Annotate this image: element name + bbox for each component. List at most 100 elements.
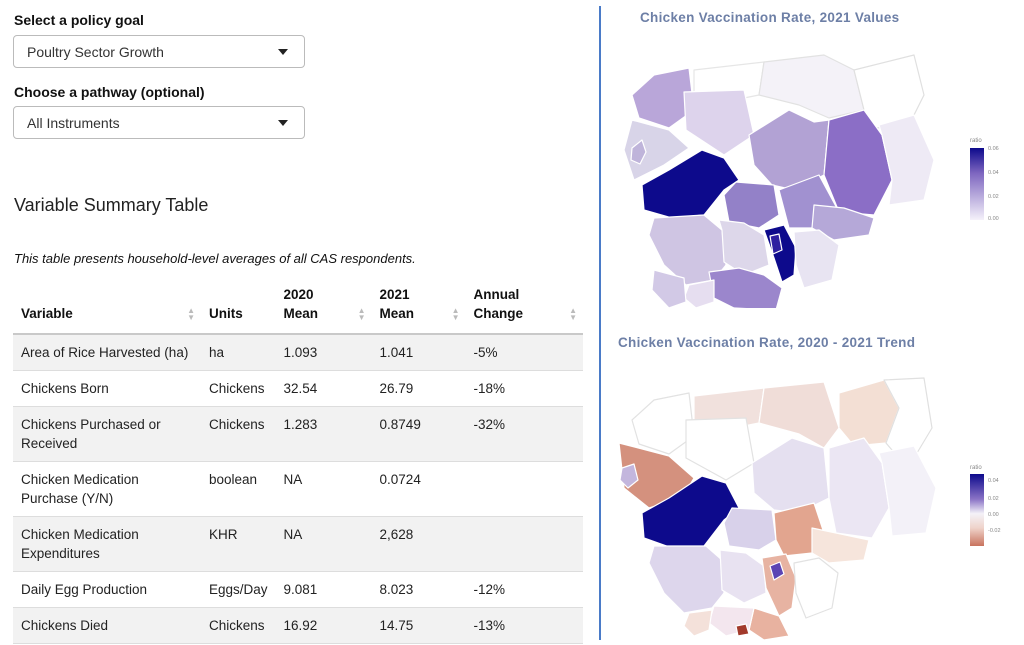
map2-region xyxy=(683,609,713,637)
map1-region xyxy=(651,269,687,308)
map1-region xyxy=(793,229,840,289)
sort-icon: ▲ ▼ xyxy=(569,306,577,322)
map2-title: Chicken Vaccination Rate, 2020 - 2021 Tr… xyxy=(618,335,916,350)
map1-region xyxy=(758,54,865,119)
table-caption: This table presents household-level aver… xyxy=(14,251,416,266)
map1-region xyxy=(641,149,740,219)
map1-tick: 0.04 xyxy=(988,170,999,176)
table-cell: -12% xyxy=(465,571,583,608)
table-cell: 1.093 xyxy=(275,334,372,371)
table-cell: 9.081 xyxy=(275,571,372,608)
map1-colorbar-label: ratio xyxy=(970,138,982,144)
policy-goal-value: Poultry Sector Growth xyxy=(27,44,164,60)
table-cell: Chickens Born xyxy=(13,370,201,407)
table-cell: Chickens xyxy=(201,370,276,407)
table-cell: Chicken Medication Purchase (Y/N) xyxy=(13,461,201,517)
table-cell: 14.75 xyxy=(371,607,466,644)
map2-region xyxy=(811,527,870,564)
table-row: Daily Egg Production Eggs/Day 9.081 8.023 -1… xyxy=(13,571,583,608)
map1-region xyxy=(769,233,783,255)
table-row: Chickens Purchased or Received Chickens 1.… xyxy=(13,406,583,462)
column-header-annual-change[interactable]: Annual Change ▲ ▼ xyxy=(473,287,577,322)
map2-region xyxy=(619,463,639,489)
map2-region xyxy=(631,392,695,455)
map1-region xyxy=(623,119,690,181)
variable-summary-table: Variable ▲ ▼ Units 2020 Mean ▲ ▼ 2021 Mean… xyxy=(13,281,583,644)
map2-region xyxy=(758,381,840,449)
table-cell: NA xyxy=(275,516,372,572)
table-cell: Chickens Purchased or Received xyxy=(13,406,201,462)
right-panel: Chicken Vaccination Rate, 2021 Values xyxy=(602,0,1024,645)
panel-divider xyxy=(599,6,601,640)
map2-region xyxy=(719,549,767,604)
column-header-2021-mean[interactable]: 2021 Mean ▲ ▼ xyxy=(379,287,460,322)
table-cell: Chickens xyxy=(201,406,276,462)
map1-region xyxy=(718,219,770,276)
map2-tick: -0.02 xyxy=(988,528,1001,534)
pathway-value: All Instruments xyxy=(27,115,120,131)
table-cell xyxy=(465,516,583,572)
table-cell xyxy=(465,461,583,517)
table-cell: 1.041 xyxy=(371,334,466,371)
table-cell: 16.92 xyxy=(275,607,372,644)
table-cell: Chicken Medication Expenditures xyxy=(13,516,201,572)
table-cell: -18% xyxy=(465,370,583,407)
table-cell: Chickens Died xyxy=(13,607,201,644)
sort-icon: ▲ ▼ xyxy=(187,306,195,322)
map2-region xyxy=(735,623,750,637)
column-header-2020-mean[interactable]: 2020 Mean ▲ ▼ xyxy=(283,287,366,322)
map2-region xyxy=(828,437,890,539)
map1-tick: 0.02 xyxy=(988,194,999,200)
table-header-row: Variable ▲ ▼ Units 2020 Mean ▲ ▼ 2021 Mean… xyxy=(13,281,583,334)
chevron-down-icon xyxy=(278,49,288,55)
pathway-select[interactable]: All Instruments xyxy=(13,106,305,139)
left-panel: Select a policy goal Poultry Sector Grow… xyxy=(13,12,583,644)
map1-region xyxy=(811,204,875,241)
map2-colorbar-label: ratio xyxy=(970,465,982,471)
policy-goal-label: Select a policy goal xyxy=(14,12,144,28)
map2-region xyxy=(878,445,937,537)
map2-region xyxy=(648,545,725,614)
table-cell: -5% xyxy=(465,334,583,371)
map2-region xyxy=(769,561,785,581)
table-row: Chickens Born Chickens 32.54 26.79 -18% xyxy=(13,370,583,407)
table-cell: KHR xyxy=(201,516,276,572)
map2-choropleth xyxy=(618,377,937,640)
map2-tick: 0.00 xyxy=(988,512,999,518)
map1-region xyxy=(823,109,893,216)
table-row: Area of Rice Harvested (ha) ha 1.093 1.041-… xyxy=(13,334,583,371)
map2-region xyxy=(723,507,777,551)
table-cell: -13% xyxy=(465,607,583,644)
section-title: Variable Summary Table xyxy=(14,195,209,215)
map2-colorbar xyxy=(970,474,984,546)
map1-region xyxy=(630,139,647,165)
table-row: Chicken Medication Purchase (Y/N) boolean… xyxy=(13,461,583,517)
map1-choropleth xyxy=(623,54,935,308)
map1-tick: 0.06 xyxy=(988,146,999,152)
sort-icon: ▲ ▼ xyxy=(357,306,366,322)
map1-region xyxy=(763,224,797,283)
table-cell: NA xyxy=(275,461,372,517)
column-header-variable[interactable]: Variable ▲ ▼ xyxy=(21,306,195,322)
table-cell: ha xyxy=(201,334,276,371)
table-cell: 0.8749 xyxy=(371,406,466,462)
table-cell: Daily Egg Production xyxy=(13,571,201,608)
map1-tick: 0.00 xyxy=(988,216,999,222)
column-header-units[interactable]: Units xyxy=(209,306,243,321)
policy-goal-select[interactable]: Poultry Sector Growth xyxy=(13,35,305,68)
table-cell: -32% xyxy=(465,406,583,462)
map2-region xyxy=(751,437,830,514)
map2-region xyxy=(685,417,755,481)
chevron-down-icon xyxy=(278,120,288,126)
map1-region xyxy=(631,67,695,129)
table-cell: 2,628 xyxy=(371,516,466,572)
table-cell: 32.54 xyxy=(275,370,372,407)
table-cell: Eggs/Day xyxy=(201,571,276,608)
table-cell: 8.023 xyxy=(371,571,466,608)
table-cell: 0.0724 xyxy=(371,461,466,517)
map1-colorbar xyxy=(970,148,984,220)
map1-region xyxy=(723,181,780,229)
table-cell: 26.79 xyxy=(371,370,466,407)
pathway-label: Choose a pathway (optional) xyxy=(14,84,205,100)
map2-region xyxy=(793,557,839,619)
